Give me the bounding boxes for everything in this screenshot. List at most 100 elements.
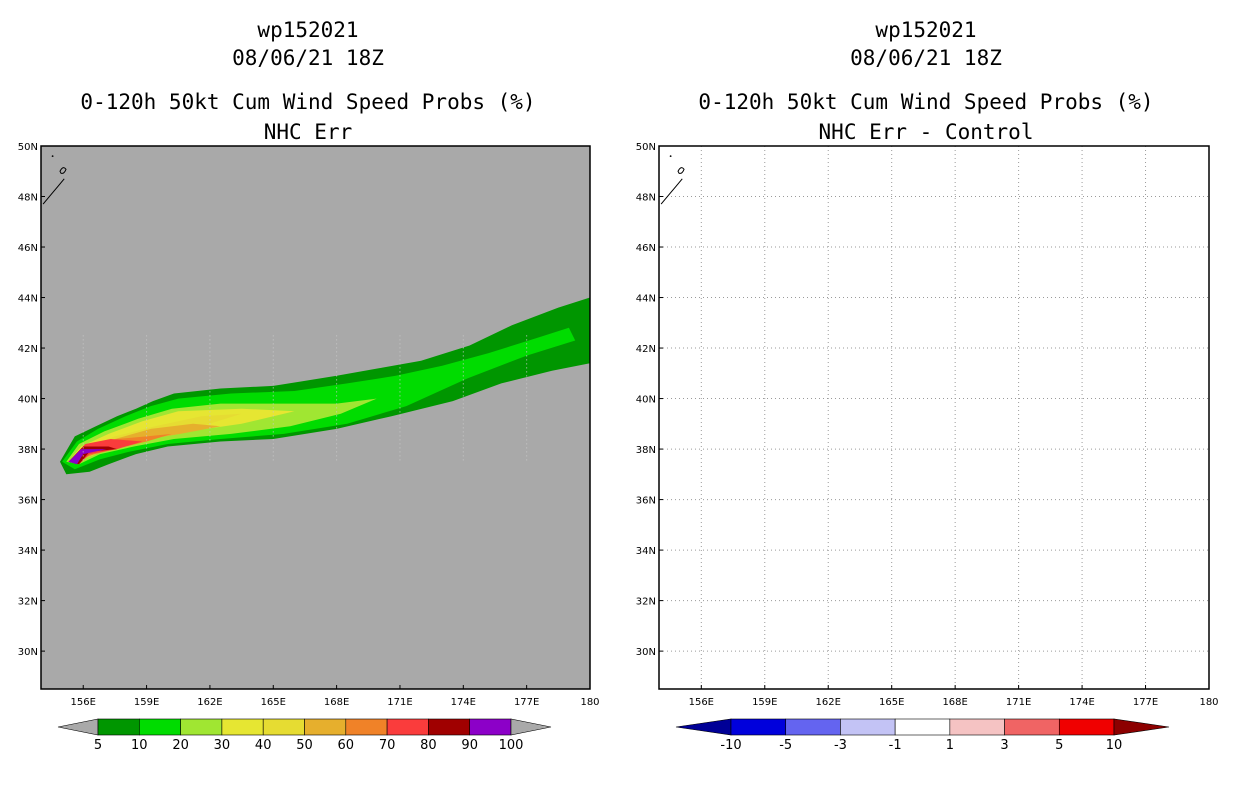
right-y-tick-label: 38N xyxy=(636,445,656,456)
left-x-tick-label: 168E xyxy=(324,697,349,708)
right-colorbar-extend-high xyxy=(1113,718,1170,736)
right-y-tick-label: 44N xyxy=(636,294,656,305)
right-islet xyxy=(669,155,672,158)
right-y-tick-label: 32N xyxy=(636,597,656,608)
right-map-background xyxy=(659,146,1209,689)
left-colorbar: 5 10 20 30 40 50 60 70 80 90 100 xyxy=(57,718,552,753)
left-colorbar-label: 60 xyxy=(338,738,355,753)
left-y-tick-label: 46N xyxy=(18,243,38,254)
left-colorbar-label: 80 xyxy=(420,738,437,753)
right-colorbar-label: 10 xyxy=(1106,738,1123,753)
left-contour-band-50 xyxy=(68,423,221,462)
left-colorbar-label: 5 xyxy=(94,738,102,753)
right-colorbar-swatch xyxy=(1058,718,1115,736)
right-y-tick-label: 34N xyxy=(636,546,656,557)
left-y-tick-label: 30N xyxy=(18,647,38,658)
left-y-tick-label: 32N xyxy=(18,597,38,608)
right-title-storm-id: wp152021 xyxy=(875,18,977,42)
left-contour-band-30 xyxy=(68,408,295,462)
right-grid xyxy=(659,146,1209,689)
left-colorbar-swatch xyxy=(139,718,181,736)
left-x-tick-label: 177E xyxy=(514,697,539,708)
right-colorbar-swatch xyxy=(840,718,896,736)
right-colorbar-label: -10 xyxy=(720,738,741,753)
right-colorbar-label: 3 xyxy=(1000,738,1008,753)
left-x-tick-label: 159E xyxy=(134,697,159,708)
right-colorbar-swatch xyxy=(785,718,841,736)
left-colorbar-swatch xyxy=(428,718,470,736)
left-contour-band-90 xyxy=(68,449,107,465)
left-colorbar-swatch xyxy=(304,718,347,736)
right-title-subtitle: NHC Err - Control xyxy=(818,120,1034,144)
right-title-product: 0-120h 50kt Cum Wind Speed Probs (%) xyxy=(698,90,1154,114)
right-colorbar-swatch xyxy=(949,718,1005,736)
right-x-tick-label: 159E xyxy=(752,697,777,708)
left-colorbar-extend-high xyxy=(510,718,552,736)
right-x-tick-label: 171E xyxy=(1006,697,1031,708)
left-title-storm-id: wp152021 xyxy=(257,18,359,42)
right-colorbar-extend-low xyxy=(675,718,732,736)
left-colorbar-label: 100 xyxy=(499,738,524,753)
right-coastline xyxy=(660,178,683,205)
left-colorbar-swatch xyxy=(386,718,429,736)
right-y-tick-label: 42N xyxy=(636,344,656,355)
right-colorbar-swatch xyxy=(894,718,951,736)
left-colorbar-label: 50 xyxy=(296,738,313,753)
left-colorbar-label: 20 xyxy=(172,738,189,753)
left-colorbar-extend-low xyxy=(57,718,99,736)
right-x-tick-label: 177E xyxy=(1133,697,1158,708)
right-island-outline xyxy=(677,167,685,174)
left-colorbar-swatch xyxy=(97,718,140,736)
right-map-panel: 156E 159E 162E 165E 168E 171E 174E 177E 180 30N 32… xyxy=(636,142,1219,753)
left-y-tick-label: 42N xyxy=(18,344,38,355)
left-coastline xyxy=(42,178,65,205)
left-colorbar-swatch xyxy=(262,718,305,736)
left-y-tick-label: 48N xyxy=(18,193,38,204)
left-y-tick-label: 34N xyxy=(18,546,38,557)
left-contour-bands xyxy=(60,297,590,475)
left-y-tick-label: 44N xyxy=(18,294,38,305)
right-colorbar-swatch xyxy=(730,718,787,736)
right-y-tick-label: 48N xyxy=(636,193,656,204)
right-x-tick-label: 180 xyxy=(1199,697,1218,708)
left-y-tick-label: 38N xyxy=(18,445,38,456)
left-plot-frame xyxy=(40,145,591,690)
right-x-tick-label: 162E xyxy=(816,697,841,708)
left-title-date: 08/06/21 18Z xyxy=(232,46,384,70)
right-colorbar-label: 1 xyxy=(946,738,954,753)
right-colorbar-swatch xyxy=(1004,718,1060,736)
left-colorbar-label: 90 xyxy=(461,738,478,753)
left-x-tick-label: 174E xyxy=(451,697,476,708)
right-axes: 156E 159E 162E 165E 168E 171E 174E 177E 180 30N 32… xyxy=(636,142,1219,708)
right-colorbar-label: -1 xyxy=(889,738,902,753)
left-y-tick-label: 36N xyxy=(18,496,38,507)
left-colorbar-swatch xyxy=(221,718,264,736)
left-colorbar-label: 10 xyxy=(131,738,148,753)
left-x-tick-label: 180 xyxy=(580,697,599,708)
left-x-tick-label: 162E xyxy=(197,697,222,708)
right-x-tick-label: 156E xyxy=(689,697,714,708)
right-plot-frame xyxy=(658,145,1210,690)
right-colorbar: -10 -5 -3 -1 1 3 5 10 xyxy=(675,718,1170,753)
right-colorbar-label: -3 xyxy=(834,738,847,753)
left-contour-band-70 xyxy=(68,439,143,465)
right-y-tick-label: 36N xyxy=(636,496,656,507)
left-title-subtitle: NHC Err xyxy=(263,120,353,144)
right-y-tick-label: 50N xyxy=(636,142,656,153)
right-x-tick-label: 174E xyxy=(1069,697,1094,708)
left-x-tick-label: 156E xyxy=(71,697,96,708)
left-axes: 156E 159E 162E 165E 168E 171E 174E 177E 180 30N 32… xyxy=(18,142,600,708)
right-y-tick-label: 40N xyxy=(636,395,656,406)
right-y-tick-label: 46N xyxy=(636,243,656,254)
left-y-tick-label: 50N xyxy=(18,142,38,153)
left-islet xyxy=(51,155,54,158)
right-y-tick-label: 30N xyxy=(636,647,656,658)
left-colorbar-swatch xyxy=(345,718,388,736)
left-title-product: 0-120h 50kt Cum Wind Speed Probs (%) xyxy=(80,90,536,114)
left-y-tick-label: 40N xyxy=(18,395,38,406)
right-title-date: 08/06/21 18Z xyxy=(850,46,1002,70)
left-x-tick-label: 165E xyxy=(261,697,286,708)
right-colorbar-label: -5 xyxy=(779,738,792,753)
left-colorbar-label: 30 xyxy=(214,738,231,753)
right-x-tick-label: 165E xyxy=(879,697,904,708)
